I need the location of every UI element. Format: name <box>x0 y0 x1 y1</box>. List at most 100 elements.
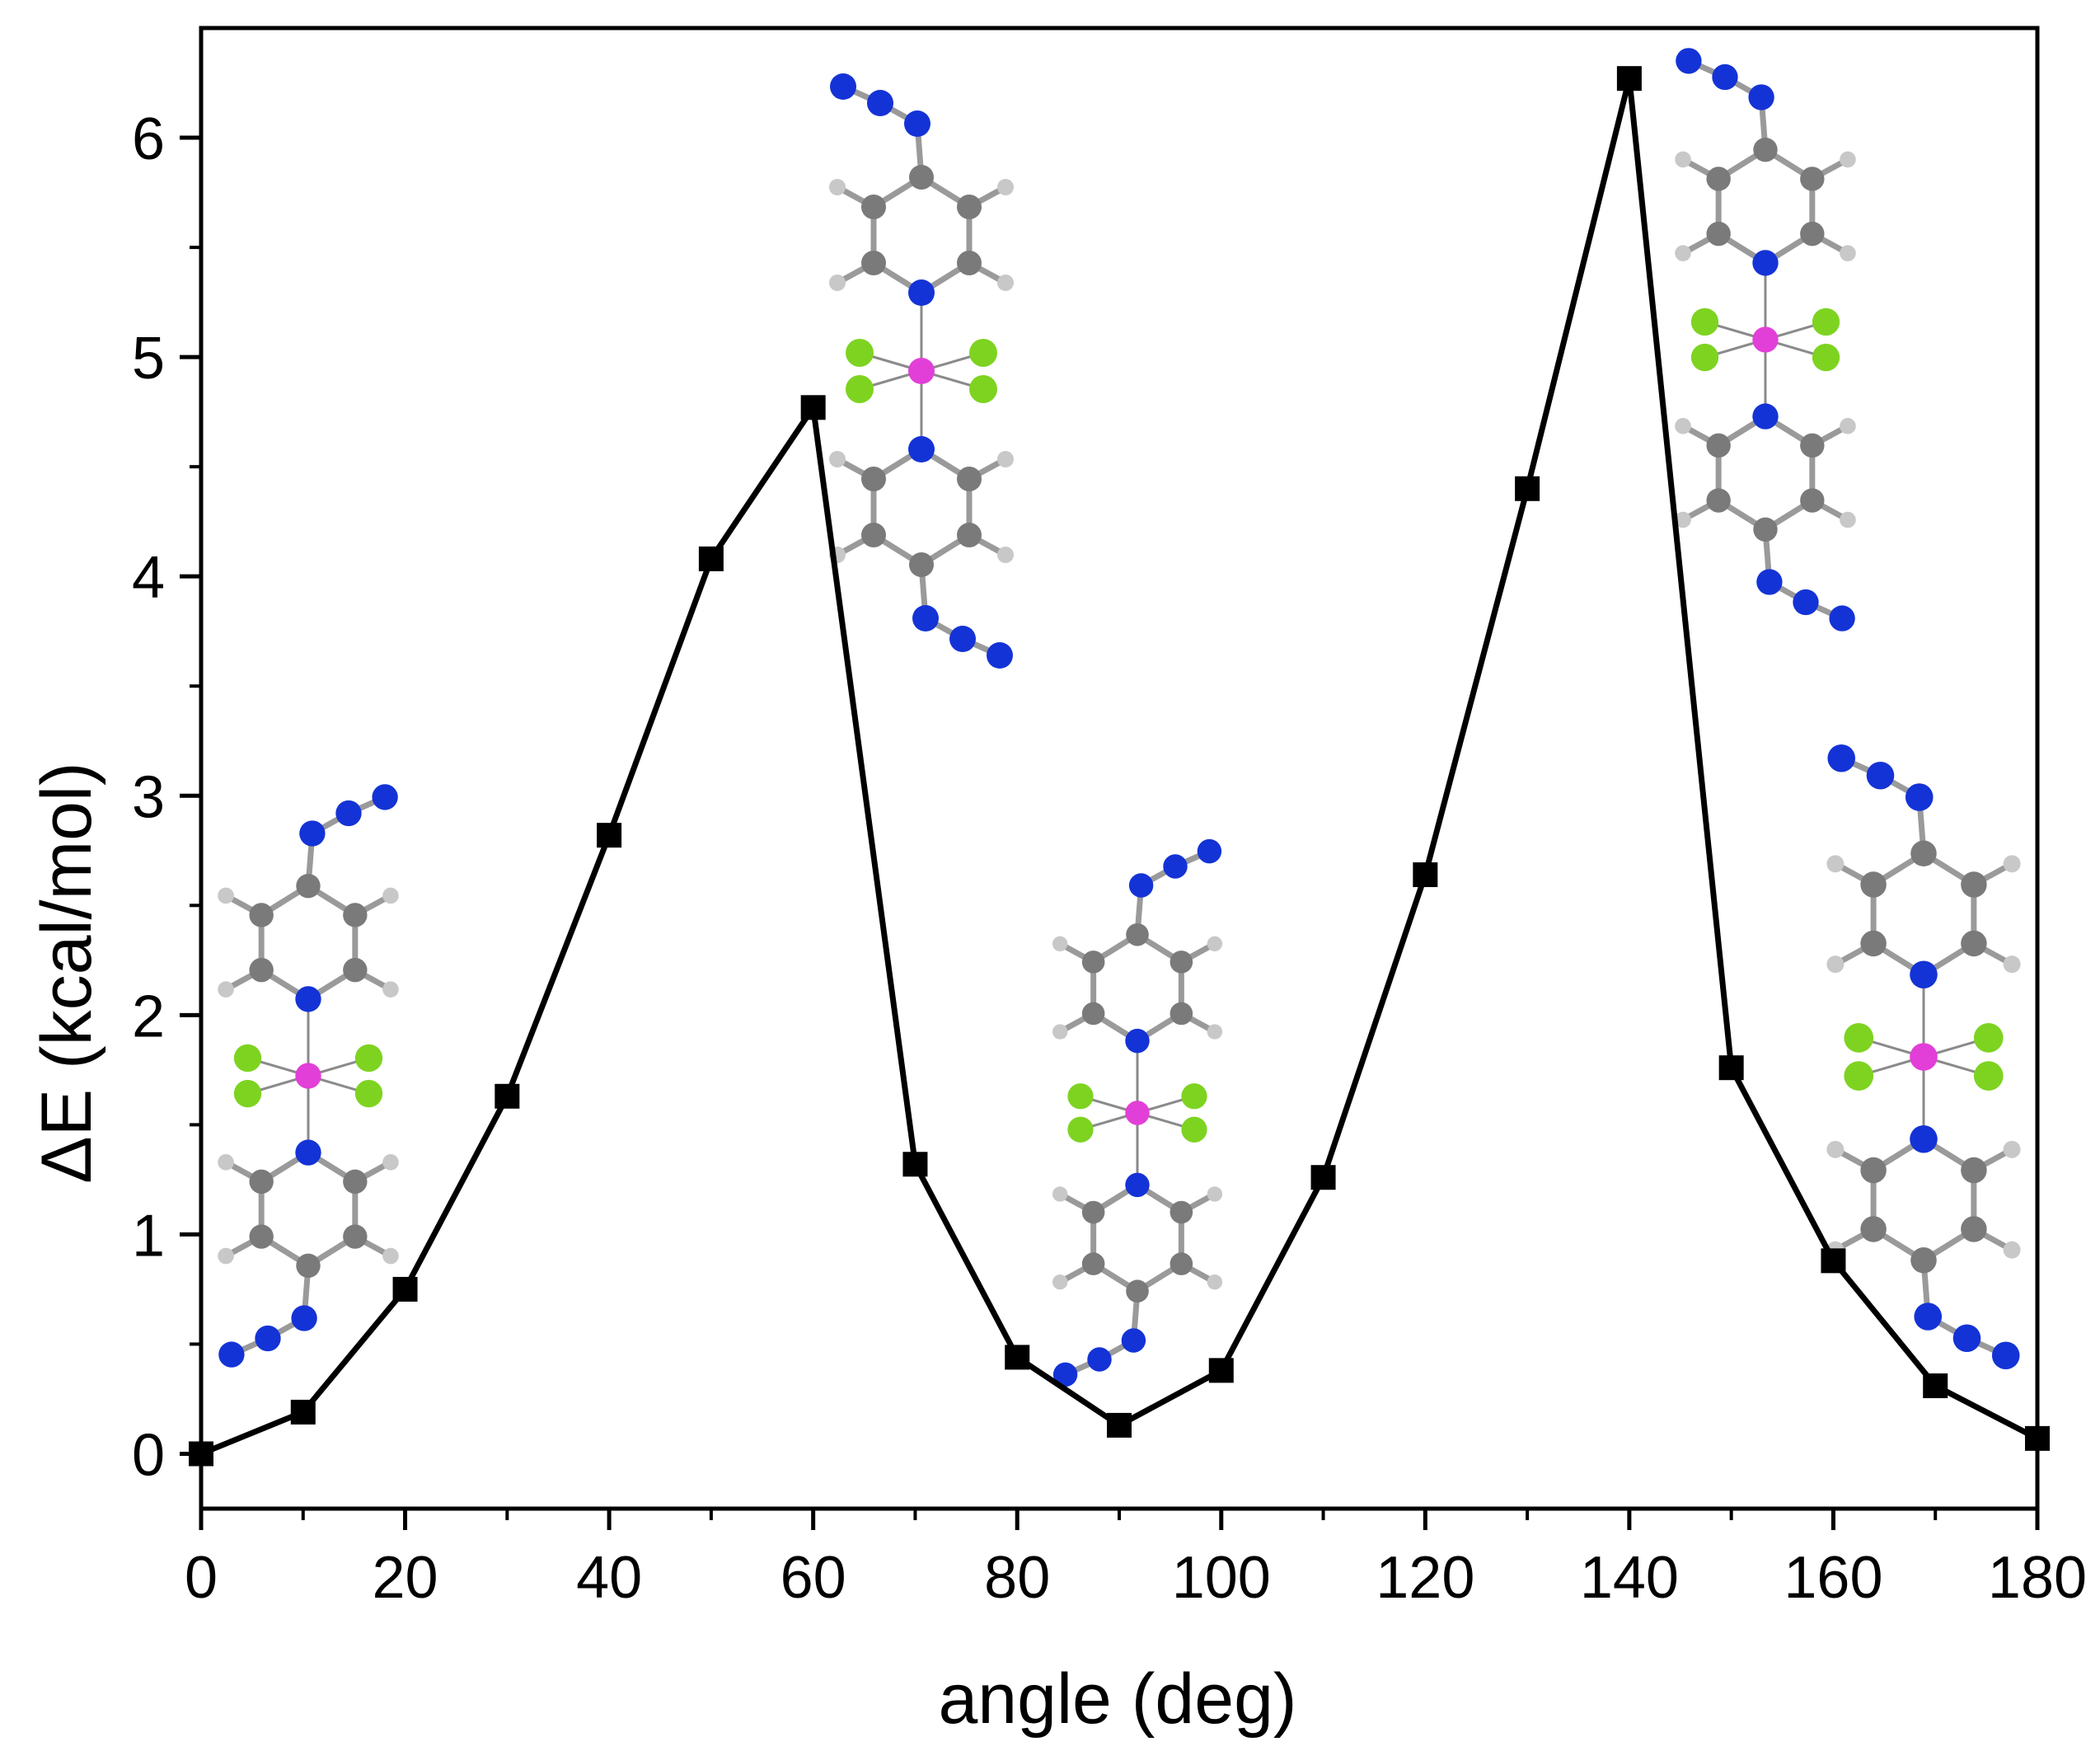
carbon-atom <box>1860 1216 1887 1242</box>
nitrogen-atom <box>295 1139 321 1166</box>
carbon-atom <box>1081 951 1105 974</box>
carbon-atom <box>343 1169 368 1195</box>
x-tick-label: 0 <box>185 1545 218 1611</box>
hydrogen-atom <box>1207 1024 1223 1040</box>
hydrogen-atom <box>1052 1024 1068 1040</box>
carbon-atom <box>909 552 934 577</box>
x-tick-label: 180 <box>1988 1545 2087 1611</box>
data-point <box>800 395 826 420</box>
nitrogen-atom <box>830 73 856 100</box>
carbon-atom <box>1706 488 1731 513</box>
hydrogen-atom <box>218 981 234 998</box>
hydrogen-atom <box>829 451 846 467</box>
hydrogen-atom <box>829 275 846 291</box>
nitrogen-atom <box>1712 63 1738 91</box>
hydrogen-atom <box>1052 1186 1068 1202</box>
metal-atom <box>908 358 935 384</box>
hydrogen-atom <box>1675 511 1691 528</box>
fluorine-atom <box>846 339 874 367</box>
hydrogen-atom <box>218 1154 234 1171</box>
nitrogen-atom <box>908 279 935 306</box>
hydrogen-atom <box>382 887 399 904</box>
carbon-atom <box>909 165 934 190</box>
y-tick-label: 1 <box>132 1203 165 1269</box>
hydrogen-atom <box>1840 151 1856 168</box>
data-point <box>1005 1345 1030 1370</box>
hydrogen-atom <box>2003 955 2021 974</box>
x-tick-label: 40 <box>576 1545 642 1611</box>
x-tick-label: 120 <box>1376 1545 1474 1611</box>
y-tick-label: 2 <box>132 983 165 1049</box>
carbon-atom <box>1126 923 1149 946</box>
molecule-inset-180deg <box>1826 744 2021 1370</box>
x-axis: 0 20 40 60 80 100 120 140 160 180 <box>185 1509 2087 1611</box>
carbon-atom <box>1860 930 1887 957</box>
nitrogen-atom <box>255 1325 281 1352</box>
carbon-atom <box>1706 433 1731 458</box>
nitrogen-atom <box>908 436 935 462</box>
carbon-atom <box>249 1224 274 1249</box>
data-point <box>1413 862 1438 888</box>
carbon-atom <box>249 1169 274 1195</box>
fluorine-atom <box>233 1044 262 1073</box>
y-axis-title: ΔE (kcal/mol) <box>27 762 106 1183</box>
nitrogen-atom <box>1793 589 1819 616</box>
nitrogen-atom <box>1125 1172 1150 1198</box>
nitrogen-atom <box>372 784 398 810</box>
carbon-atom <box>1753 517 1778 542</box>
fluorine-atom <box>1690 307 1719 336</box>
nitrogen-atom <box>912 605 939 631</box>
carbon-atom <box>957 523 982 547</box>
carbon-atom <box>861 195 886 219</box>
hydrogen-atom <box>1052 936 1068 952</box>
carbon-atom <box>1961 1157 1987 1184</box>
fluorine-atom <box>846 375 874 403</box>
carbon-atom <box>296 1253 321 1279</box>
nitrogen-atom <box>1752 250 1779 276</box>
carbon-atom <box>861 251 886 275</box>
hydrogen-atom <box>1675 245 1691 261</box>
nitrogen-atom <box>1752 403 1779 430</box>
carbon-atom <box>1961 1216 1987 1242</box>
nitrogen-atom <box>1910 1124 1938 1153</box>
fluorine-atom <box>969 339 997 367</box>
fluorine-atom <box>1690 343 1719 372</box>
carbon-atom <box>343 957 368 983</box>
nitrogen-atom <box>949 626 976 652</box>
nitrogen-atom <box>1866 761 1895 790</box>
metal-atom <box>1752 326 1779 353</box>
carbon-atom <box>1961 930 1987 957</box>
carbon-atom <box>343 1224 368 1249</box>
data-point <box>1821 1248 1846 1274</box>
nitrogen-atom <box>1748 84 1774 110</box>
carbon-atom <box>1910 840 1937 866</box>
hydrogen-atom <box>218 887 234 904</box>
y-tick-label: 0 <box>132 1422 165 1488</box>
nitrogen-atom <box>904 110 930 137</box>
fluorine-atom <box>1067 1116 1094 1143</box>
data-point <box>495 1083 520 1109</box>
data-point <box>1107 1412 1132 1438</box>
carbon-atom <box>861 467 886 491</box>
molecule-inset-60deg <box>829 73 1014 669</box>
data-point <box>902 1152 928 1177</box>
nitrogen-atom <box>1910 960 1938 989</box>
carbon-atom <box>1860 871 1887 898</box>
hydrogen-atom <box>1207 1274 1223 1290</box>
molecule-insets <box>218 48 2021 1387</box>
hydrogen-atom <box>997 451 1014 467</box>
nitrogen-atom <box>1676 48 1702 74</box>
carbon-atom <box>1800 221 1825 246</box>
data-series <box>189 66 2050 1467</box>
fluorine-atom <box>233 1079 262 1108</box>
y-tick-label: 6 <box>132 106 165 172</box>
metal-atom <box>1910 1043 1938 1071</box>
carbon-atom <box>1800 433 1825 458</box>
carbon-atom <box>861 523 886 547</box>
x-tick-label: 80 <box>984 1545 1050 1611</box>
carbon-atom <box>249 903 274 927</box>
carbon-atom <box>1860 1157 1887 1184</box>
carbon-atom <box>1706 167 1731 191</box>
hydrogen-atom <box>1826 855 1845 873</box>
hydrogen-atom <box>1840 245 1856 261</box>
